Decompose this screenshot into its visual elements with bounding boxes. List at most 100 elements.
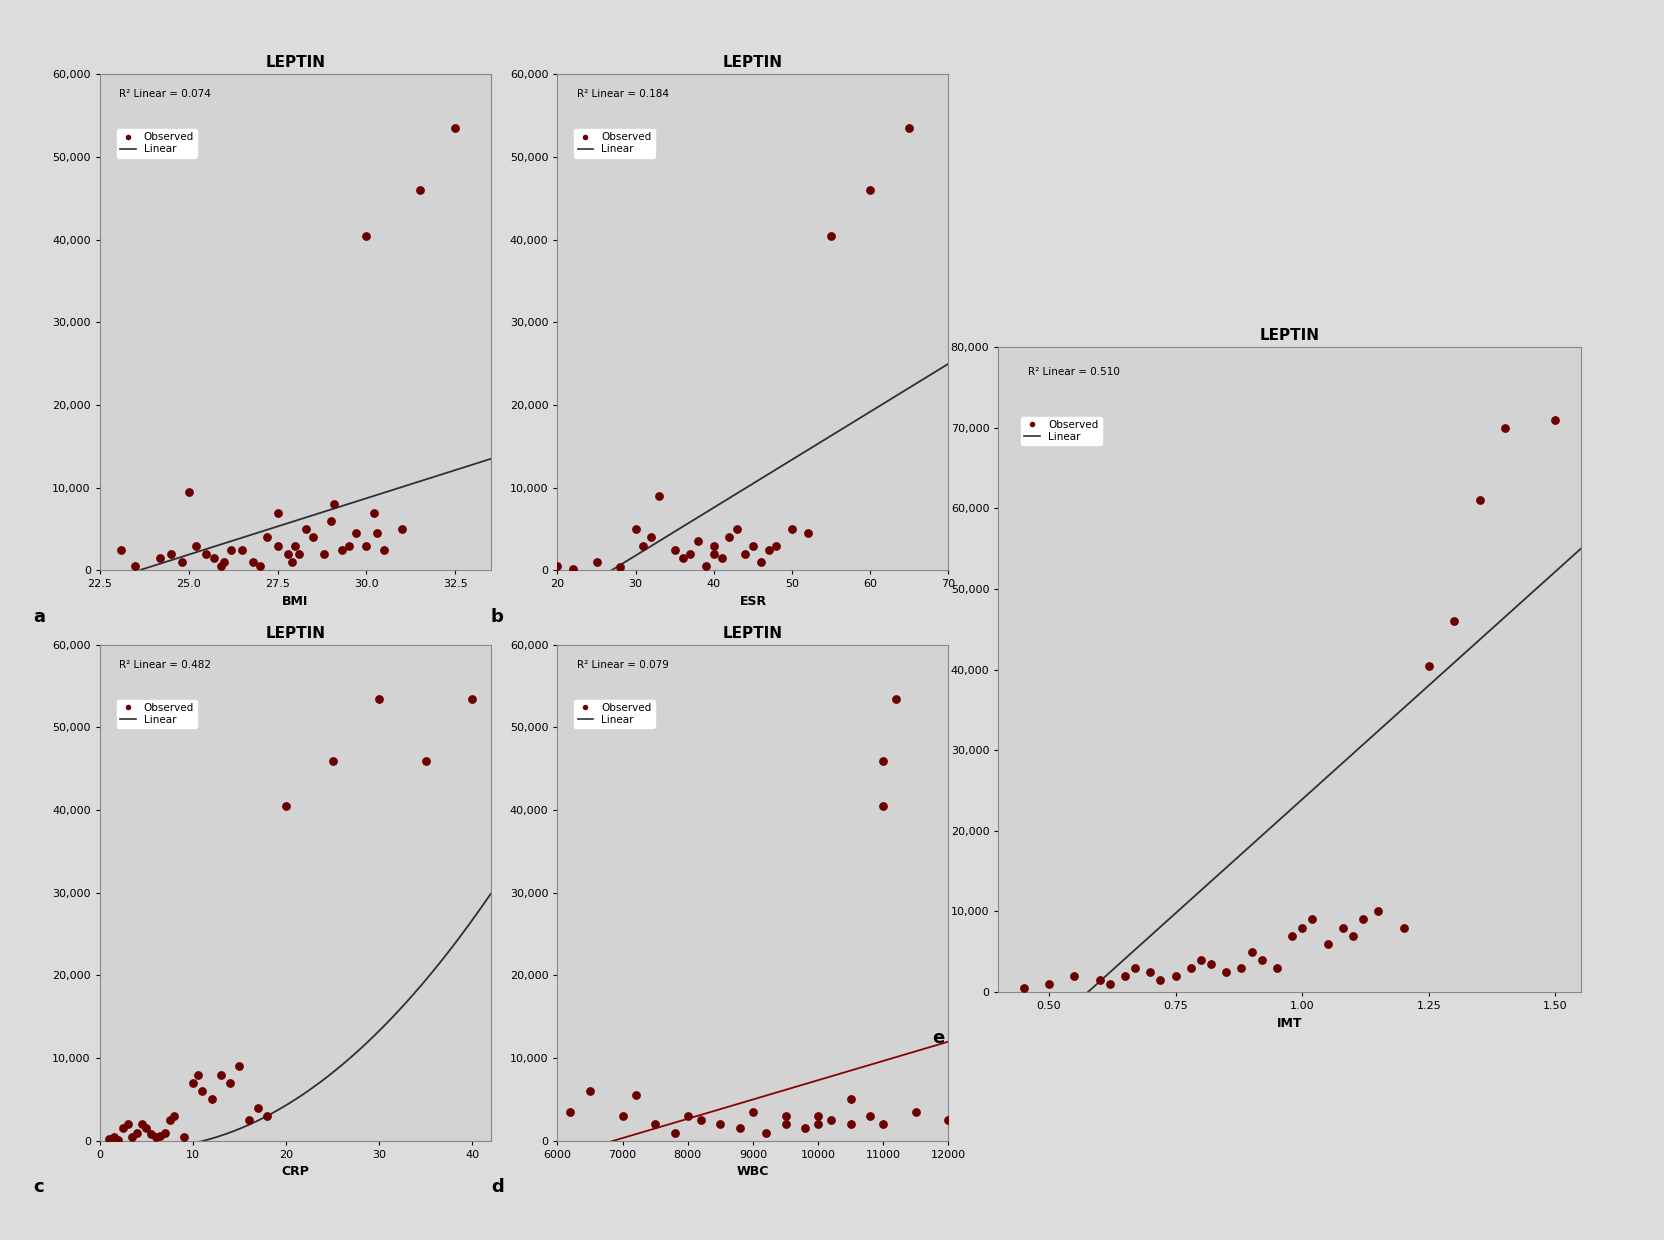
Point <box>724 520 750 539</box>
Text: R² Linear = 0.184: R² Linear = 0.184 <box>577 89 669 99</box>
Point <box>1087 970 1113 990</box>
Point <box>837 1115 864 1135</box>
Point <box>686 532 712 552</box>
Point <box>240 552 266 572</box>
Point <box>413 750 439 770</box>
Point <box>108 539 135 559</box>
Legend: Observed, Linear: Observed, Linear <box>116 129 198 157</box>
Point <box>739 1102 765 1122</box>
Point <box>1263 957 1290 977</box>
Point <box>364 523 391 543</box>
Point <box>265 502 291 522</box>
Point <box>300 527 326 547</box>
Point <box>1010 978 1037 998</box>
Text: R² Linear = 0.074: R² Linear = 0.074 <box>120 89 211 99</box>
Point <box>343 523 369 543</box>
Point <box>755 539 782 559</box>
Text: a: a <box>33 608 45 626</box>
Point <box>805 1115 832 1135</box>
Point <box>1491 418 1518 438</box>
Point <box>123 1122 150 1142</box>
Point <box>884 688 910 708</box>
Point <box>146 1126 173 1146</box>
Point <box>772 1115 799 1135</box>
Point <box>1416 656 1443 676</box>
Point <box>275 544 301 564</box>
X-axis label: IMT: IMT <box>1276 1017 1303 1029</box>
Point <box>1315 934 1341 954</box>
Point <box>794 523 820 543</box>
Point <box>1137 962 1163 982</box>
Text: c: c <box>33 1178 43 1197</box>
Point <box>607 557 634 577</box>
Point <box>110 1118 136 1138</box>
Point <box>371 539 398 559</box>
Point <box>1350 910 1376 930</box>
Point <box>115 1115 141 1135</box>
Point <box>707 1115 734 1135</box>
Point <box>837 1090 864 1110</box>
Point <box>739 536 765 556</box>
Point <box>1248 950 1275 970</box>
Point <box>265 536 291 556</box>
Point <box>1466 491 1493 511</box>
Text: R² Linear = 0.482: R² Linear = 0.482 <box>120 660 211 670</box>
Point <box>183 536 210 556</box>
Text: R² Linear = 0.079: R² Linear = 0.079 <box>577 660 669 670</box>
Point <box>622 520 649 539</box>
Point <box>1198 954 1225 973</box>
Point <box>353 226 379 246</box>
Point <box>1543 409 1569 430</box>
Point <box>752 1122 779 1142</box>
Point <box>406 180 433 200</box>
Point <box>544 557 571 577</box>
Point <box>180 1073 206 1092</box>
Point <box>692 557 719 577</box>
Point <box>218 539 245 559</box>
Point <box>1290 918 1316 937</box>
Title: LEPTIN: LEPTIN <box>265 56 326 71</box>
Point <box>246 557 273 577</box>
Point <box>677 544 704 564</box>
Point <box>1163 966 1190 986</box>
Point <box>311 544 338 564</box>
Point <box>857 1106 884 1126</box>
Title: LEPTIN: LEPTIN <box>722 626 784 641</box>
Point <box>935 1110 962 1130</box>
Point <box>577 1081 604 1101</box>
Text: R² Linear = 0.510: R² Linear = 0.510 <box>1028 367 1120 377</box>
Point <box>779 520 805 539</box>
Point <box>175 482 201 502</box>
Point <box>190 1081 216 1101</box>
Point <box>1238 942 1265 962</box>
Point <box>637 527 664 547</box>
Point <box>105 1130 131 1149</box>
Point <box>151 1122 178 1142</box>
Point <box>146 548 173 568</box>
Point <box>642 1115 669 1135</box>
Point <box>1330 918 1356 937</box>
Point <box>170 1127 196 1147</box>
Point <box>1035 975 1062 994</box>
Point <box>366 688 393 708</box>
Point <box>278 552 305 572</box>
Point <box>211 552 238 572</box>
Point <box>857 180 884 200</box>
Point <box>121 557 148 577</box>
Text: e: e <box>932 1029 943 1048</box>
Point <box>1364 901 1391 921</box>
Point <box>716 527 742 547</box>
Text: d: d <box>491 1178 504 1197</box>
Point <box>764 536 790 556</box>
Point <box>245 1097 271 1117</box>
Point <box>236 1110 263 1130</box>
Point <box>161 1106 188 1126</box>
Point <box>902 1102 929 1122</box>
Point <box>100 1127 126 1147</box>
Point <box>817 226 844 246</box>
Point <box>709 548 735 568</box>
Point <box>389 520 416 539</box>
Point <box>158 544 185 564</box>
Point <box>661 539 689 559</box>
Point <box>216 1073 243 1092</box>
